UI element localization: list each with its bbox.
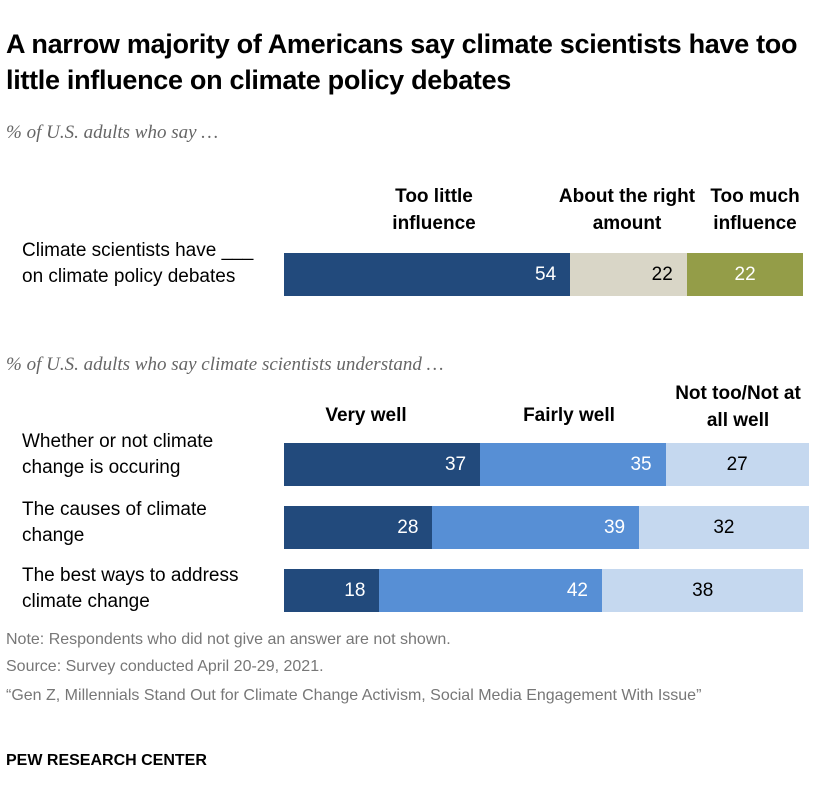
data-label: 18 [344,580,366,601]
note: Note: Respondents who did not give an an… [6,631,451,648]
bar-segment [284,253,571,296]
data-label: 32 [713,517,735,538]
data-label: 22 [651,264,673,285]
legend-header: Too much influence [710,186,800,234]
subtitle-2: % of U.S. adults who say climate scienti… [6,354,444,375]
data-label: 38 [692,580,714,601]
bar-segment [665,443,809,486]
legend-header: Not too/Not at all well [675,383,801,431]
bar-segment [284,443,481,486]
bar-segment [432,506,640,549]
row-label: The best ways to address climate change [22,565,239,612]
data-label: 37 [444,454,467,475]
legend-header: Too little influence [392,186,476,234]
brand-logo: PEW RESEARCH CENTER [6,752,207,769]
data-label: 35 [630,454,652,475]
bar-segment [480,443,666,486]
data-label: 22 [734,264,756,285]
bar-segment [379,569,602,612]
bar-segment [602,569,804,612]
report-title: “Gen Z, Millennials Stand Out for Climat… [6,687,702,704]
row-label: Whether or not climate change is occurin… [22,431,214,478]
data-label: 42 [566,580,588,601]
chart-title: A narrow majority of Americans say clima… [6,29,798,95]
bar-segment [639,506,809,549]
data-label: 54 [535,264,557,285]
source: Source: Survey conducted April 20-29, 20… [6,658,324,675]
data-label: 39 [603,517,626,538]
data-label: 28 [397,517,419,538]
bar-segment [570,253,687,296]
legend-header: About the right amount [558,186,696,234]
bar-segment [284,569,380,612]
legend-header: Very well [325,405,407,426]
legend-header: Fairly well [523,405,615,426]
row-label: Climate scientists have ___ on climate p… [22,240,254,287]
subtitle-1: % of U.S. adults who say … [6,122,219,143]
data-label: 27 [726,454,748,475]
bar-segment [686,253,804,296]
bar-segment [284,506,433,549]
row-label: The causes of climate change [22,499,207,546]
